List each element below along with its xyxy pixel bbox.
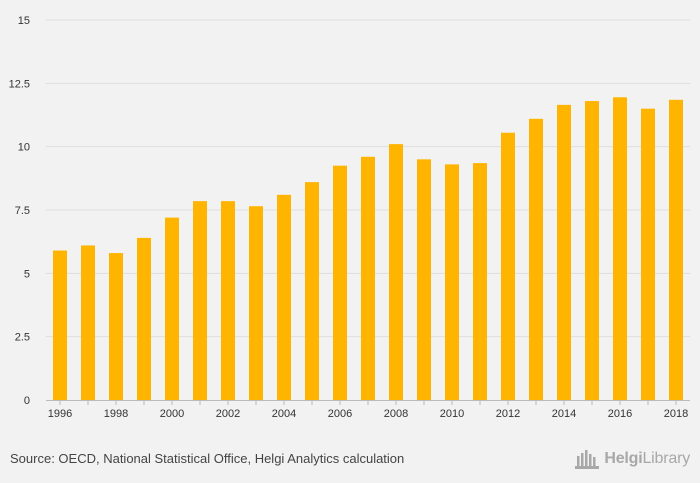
bar-2003[interactable] bbox=[249, 206, 263, 400]
y-tick-label: 15 bbox=[18, 15, 30, 27]
bar-2007[interactable] bbox=[361, 156, 375, 400]
x-tick-label: 2000 bbox=[160, 408, 184, 420]
x-tick-label: 2012 bbox=[496, 408, 520, 420]
bar-2013[interactable] bbox=[529, 118, 543, 401]
x-axis-labels: 1996 1998 2000 2002 2004 2006 2008 2010 2012 2014… bbox=[48, 408, 688, 420]
bar-2012[interactable] bbox=[501, 132, 515, 400]
x-tick-label: 2018 bbox=[664, 408, 688, 420]
bar-2000[interactable] bbox=[165, 217, 179, 400]
bar-2016[interactable] bbox=[613, 97, 627, 401]
y-tick-label: 5 bbox=[24, 268, 30, 280]
bar-2014[interactable] bbox=[557, 104, 571, 400]
x-tick-label: 2014 bbox=[552, 408, 576, 420]
bars bbox=[53, 97, 683, 401]
y-tick-label: 10 bbox=[18, 142, 30, 154]
bar-2009[interactable] bbox=[417, 159, 431, 400]
source-note: Source: OECD, National Statistical Offic… bbox=[10, 451, 405, 466]
bar-2018[interactable] bbox=[669, 99, 683, 401]
bar-chart: 0 2.5 5 7.5 10 12.5 15 1996 1998 2000 2002 2004 200… bbox=[9, 15, 690, 420]
chart-footer: Source: OECD, National Statistical Offic… bbox=[0, 440, 700, 483]
x-tick-label: 2006 bbox=[328, 408, 352, 420]
bar-2001[interactable] bbox=[193, 201, 207, 400]
axes bbox=[46, 400, 690, 405]
bar-2015[interactable] bbox=[585, 101, 599, 401]
y-tick-label: 2.5 bbox=[15, 332, 30, 344]
brand-name: HelgiLibrary bbox=[604, 450, 690, 468]
x-tick-label: 2004 bbox=[272, 408, 296, 420]
x-tick-label: 2010 bbox=[440, 408, 464, 420]
x-tick-label: 2008 bbox=[384, 408, 408, 420]
y-tick-label: 7.5 bbox=[15, 205, 30, 217]
x-tick-label: 2016 bbox=[608, 408, 632, 420]
bar-2008[interactable] bbox=[389, 144, 403, 400]
bar-1998[interactable] bbox=[109, 253, 123, 400]
library-building-icon bbox=[575, 450, 600, 469]
y-tick-label: 0 bbox=[24, 395, 30, 407]
x-tick-label: 2002 bbox=[216, 408, 240, 420]
bar-2017[interactable] bbox=[641, 108, 655, 401]
brand-name-part2: Library bbox=[642, 450, 690, 467]
bar-2006[interactable] bbox=[333, 165, 347, 400]
bar-1996[interactable] bbox=[53, 250, 67, 400]
bar-2005[interactable] bbox=[305, 182, 319, 400]
x-tick-label: 1998 bbox=[104, 408, 128, 420]
bar-2002[interactable] bbox=[221, 201, 235, 400]
brand-logo[interactable]: HelgiLibrary bbox=[574, 448, 690, 470]
bar-2010[interactable] bbox=[445, 164, 459, 400]
y-tick-label: 12.5 bbox=[9, 78, 30, 90]
bar-2011[interactable] bbox=[473, 163, 487, 400]
x-tick-label: 1996 bbox=[48, 408, 72, 420]
bar-2004[interactable] bbox=[277, 194, 291, 400]
y-axis-labels: 0 2.5 5 7.5 10 12.5 15 bbox=[9, 15, 30, 407]
bar-1997[interactable] bbox=[81, 245, 95, 400]
bar-1999[interactable] bbox=[137, 237, 151, 400]
brand-name-part1: Helgi bbox=[604, 450, 643, 467]
